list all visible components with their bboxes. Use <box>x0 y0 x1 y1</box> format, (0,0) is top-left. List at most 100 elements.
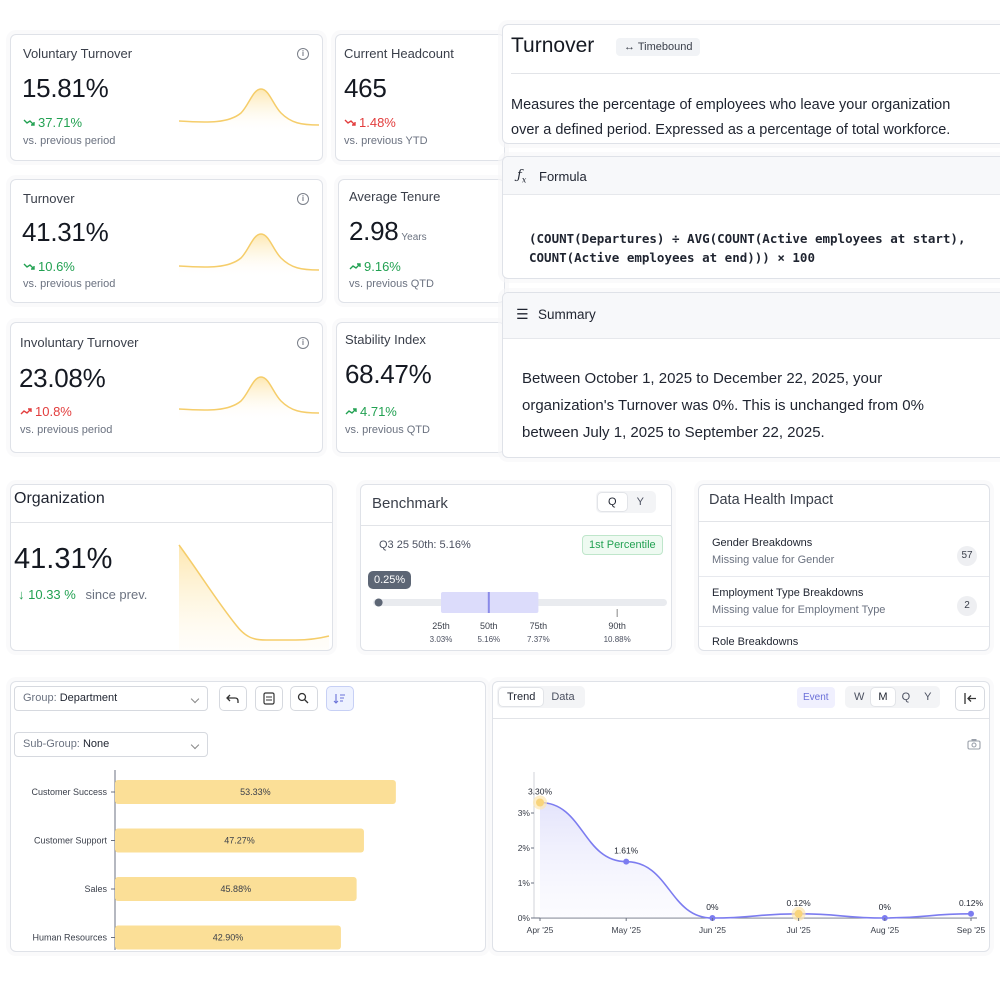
kpi-card[interactable]: Involuntary Turnover i 23.08% 10.8% vs. prev… <box>10 322 323 453</box>
group-select[interactable]: Group: Department <box>14 686 208 711</box>
kpi-value: 68.47% <box>345 359 432 389</box>
y-tick-label: 3% <box>518 808 531 818</box>
x-tick-label: Aug '25 <box>871 925 900 935</box>
kpi-comparison: vs. previous QTD <box>345 424 430 436</box>
tab-data[interactable]: Data <box>551 691 575 703</box>
table-icon <box>263 692 275 705</box>
bar-category-label: Customer Support <box>34 836 108 846</box>
department-bar-chart: Customer Success 53.33% Customer Support 47… <box>31 770 396 950</box>
kpi-delta: 10.8% <box>20 404 72 419</box>
function-icon: ƒx <box>517 168 527 185</box>
info-icon[interactable]: i <box>297 337 309 349</box>
x-tick-label: Sep '25 <box>957 925 986 935</box>
sort-button[interactable] <box>326 686 354 711</box>
kpi-card[interactable]: Turnover i 41.31% 10.6% vs. previous period <box>10 179 323 303</box>
collapse-panel-button[interactable] <box>955 686 985 711</box>
search-button[interactable] <box>290 686 318 711</box>
camera-icon[interactable] <box>967 738 981 750</box>
x-tick-label: Jun '25 <box>699 925 726 935</box>
missing-count-badge: 57 <box>957 546 977 566</box>
subgroup-select[interactable]: Sub-Group: None <box>14 732 208 757</box>
formula-expression: (COUNT(Departures) ÷ AVG(COUNT(Active em… <box>529 231 966 265</box>
kpi-title: Voluntary Turnover <box>23 46 133 61</box>
kpi-card[interactable]: Voluntary Turnover i 15.81% 37.71% vs. previ… <box>10 34 323 161</box>
kpi-title: Involuntary Turnover <box>20 335 139 350</box>
data-label: 1.61% <box>614 846 639 856</box>
timebound-badge: ↔ Timebound <box>616 38 701 56</box>
kpi-unit: Years <box>401 232 427 243</box>
data-label: 0% <box>879 902 892 912</box>
benchmark-box-plot: 25th 3.03% 50th 5.16% 75th 7.37% 90th 10.88% <box>373 592 667 644</box>
percentile-value: 3.03% <box>430 635 453 644</box>
organization-sparkline-area <box>179 545 329 650</box>
percentile-value: 5.16% <box>477 635 500 644</box>
turnover-trend-chart: 0% 1% 2% 3% 3.30% Apr '25 1.61% May '25 0% Jun '2… <box>518 772 986 935</box>
kpi-sparkline <box>179 233 319 278</box>
kpi-title: Average Tenure <box>349 189 441 204</box>
kpi-comparison: vs. previous period <box>20 424 113 436</box>
info-icon[interactable]: i <box>297 193 309 205</box>
bar-value-label: 42.90% <box>213 933 244 943</box>
kpi-card[interactable]: Current Headcount 465 1.48% vs. previous YT… <box>335 34 505 161</box>
tab-trend[interactable]: Trend <box>499 688 544 706</box>
organization-title: Organization <box>14 490 105 507</box>
data-label: 0% <box>706 902 719 912</box>
y-tick-label: 2% <box>518 843 531 853</box>
benchmark-toggle[interactable]: Q Y <box>596 491 656 513</box>
value-marker-label: 0.25% <box>368 571 412 589</box>
period-q[interactable]: Q <box>901 691 911 703</box>
trend-down-icon <box>23 119 35 126</box>
data-label: 0.12% <box>787 898 812 908</box>
kpi-value: 2.98 Years <box>349 216 427 246</box>
data-health-item[interactable]: Role Breakdowns <box>712 636 799 648</box>
definition-title: Turnover <box>511 34 595 57</box>
kpi-value: 41.31% <box>22 217 109 247</box>
data-label: 0.12% <box>959 898 984 908</box>
info-icon[interactable]: i <box>297 48 309 60</box>
data-point <box>968 910 974 917</box>
arrow-down-icon: ↓ <box>18 587 25 602</box>
bar-category-label: Human Resources <box>32 933 107 943</box>
kpi-title: Stability Index <box>345 332 426 347</box>
collapse-left-icon <box>964 693 976 704</box>
definition-divider <box>511 73 1000 74</box>
x-tick-label: May '25 <box>611 925 641 935</box>
kpi-comparison: vs. previous QTD <box>349 278 434 290</box>
kpi-delta: 4.71% <box>345 404 397 419</box>
benchmark-value-dot <box>374 598 383 607</box>
data-health-item[interactable]: Gender Breakdowns Missing value for Gend… <box>699 527 989 577</box>
summary-label: Summary <box>538 307 596 322</box>
data-health-title: Data Health Impact <box>709 492 834 508</box>
data-health-item[interactable]: Employment Type Breakdowns Missing value… <box>699 577 989 627</box>
kpi-card[interactable]: Average Tenure 2.98 Years 9.16% vs. previous… <box>338 179 505 303</box>
summary-card: ☰ Summary Between October 1, 2025 to Dec… <box>502 292 1000 458</box>
period-m[interactable]: M <box>871 688 895 706</box>
event-button[interactable]: Event <box>797 687 835 708</box>
benchmark-toggle-q[interactable]: Q <box>598 493 627 511</box>
kpi-comparison: vs. previous YTD <box>344 135 428 147</box>
percentile-label: 90th <box>608 621 626 631</box>
organization-sparkline-line <box>178 544 330 641</box>
data-health-card: Data Health Impact Gender Breakdowns Mis… <box>698 484 990 651</box>
formula-label: Formula <box>539 169 587 184</box>
series-area <box>540 802 971 918</box>
period-y[interactable]: Y <box>924 691 932 703</box>
benchmark-toggle-y[interactable]: Y <box>636 496 644 508</box>
view-tabs[interactable]: Trend Data <box>497 686 585 708</box>
kpi-delta: 37.71% <box>23 115 82 130</box>
data-point <box>623 858 630 865</box>
chevron-down-icon <box>190 740 200 750</box>
kpi-title: Turnover <box>23 191 75 206</box>
undo-button[interactable] <box>219 686 247 711</box>
kpi-card[interactable]: Stability Index 68.47% 4.71% vs. previous Q… <box>336 322 505 453</box>
table-view-button[interactable] <box>255 686 283 711</box>
period-selector[interactable]: W M Q Y <box>845 686 941 708</box>
benchmark-caption: Q3 25 50th: 5.16% <box>379 539 471 551</box>
kpi-sparkline <box>179 376 319 421</box>
chevron-down-icon <box>190 694 200 704</box>
list-icon: ☰ <box>516 306 529 322</box>
bar <box>115 828 364 853</box>
breakdown-card: Group: Department Sub-Group: None Custom… <box>10 681 486 952</box>
period-w[interactable]: W <box>854 691 865 703</box>
bar-category-label: Customer Success <box>31 787 107 797</box>
